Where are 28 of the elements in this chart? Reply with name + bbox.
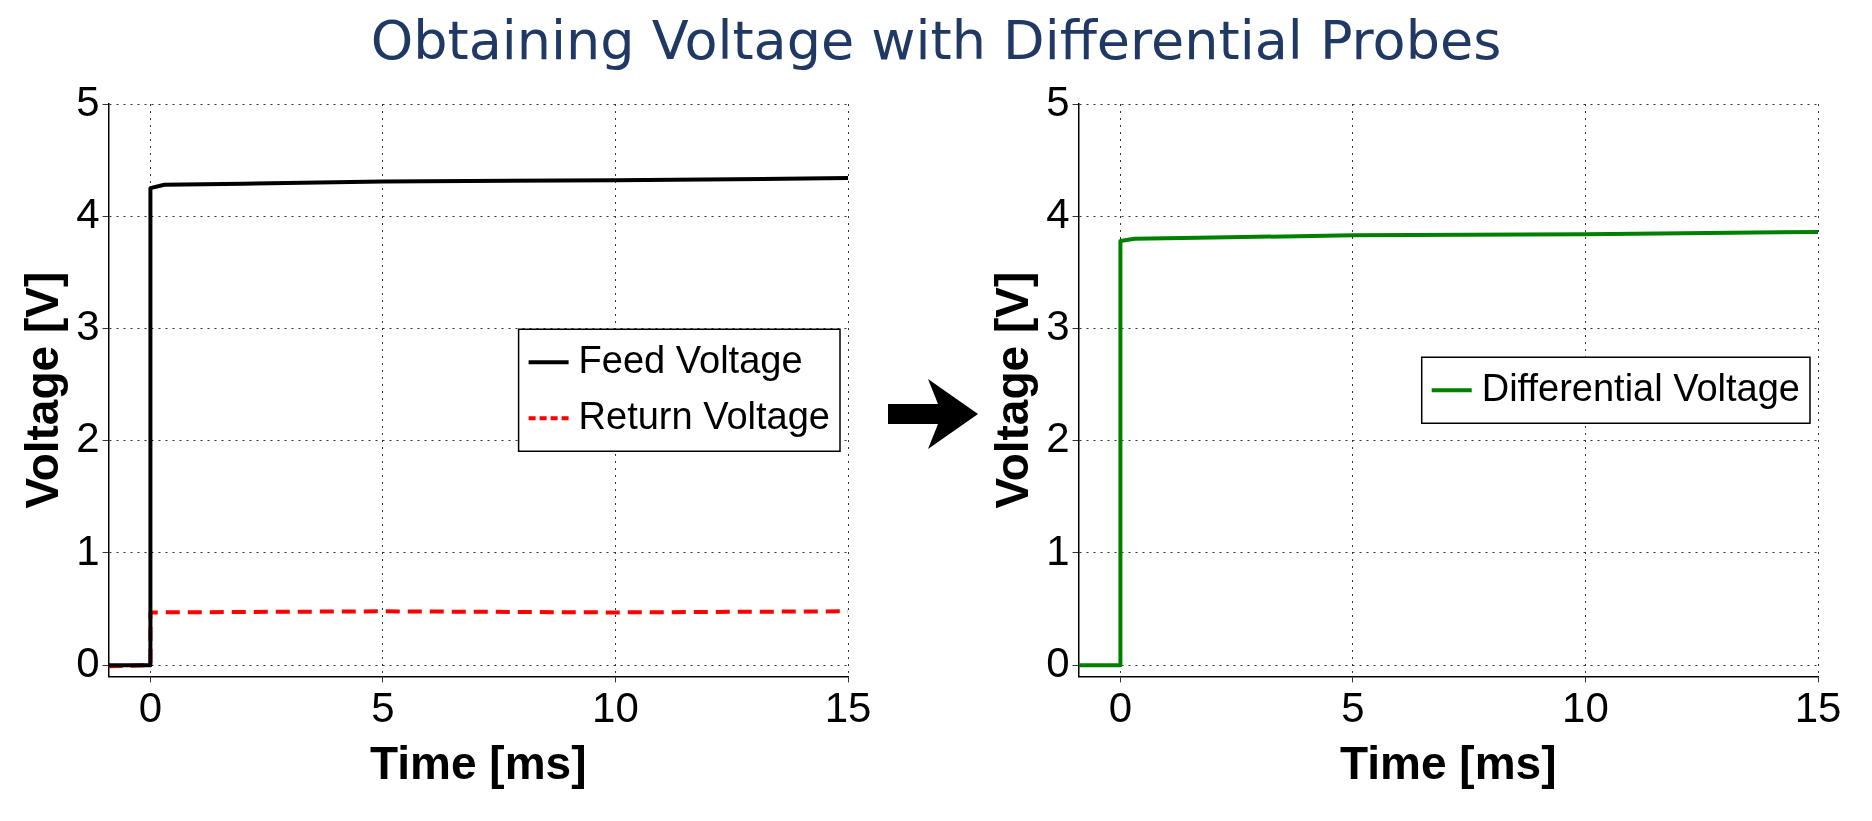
x-tick-label: 5 <box>371 684 395 732</box>
y-tick-label: 2 <box>1046 414 1070 462</box>
x-tick-label: 10 <box>592 684 639 732</box>
y-tick-label: 1 <box>1046 526 1070 574</box>
x-tick-label: 15 <box>1794 684 1842 732</box>
chart-title: Obtaining Voltage with Differential Probes <box>369 8 1503 74</box>
y-tick-label: 5 <box>76 77 100 125</box>
y-tick-label: 2 <box>76 414 100 462</box>
y-axis-title: Voltage [V] <box>16 271 69 509</box>
x-axis-title: Time [ms] <box>1340 737 1557 790</box>
y-tick-label: 3 <box>76 302 100 350</box>
y-tick-label: 0 <box>76 638 100 686</box>
x-tick-label: 5 <box>1341 684 1365 732</box>
x-tick-label: 15 <box>824 684 872 732</box>
x-tick-label: 10 <box>1562 684 1609 732</box>
y-tick-label: 4 <box>1046 189 1070 237</box>
x-tick-label: 0 <box>138 684 163 732</box>
x-axis-title: Time [ms] <box>370 737 587 790</box>
y-tick-label: 0 <box>1046 638 1070 686</box>
legend-label: Feed Voltage <box>578 338 803 381</box>
y-axis-title: Voltage [V] <box>986 271 1039 509</box>
y-tick-label: 4 <box>76 189 100 237</box>
y-tick-label: 1 <box>76 526 100 574</box>
x-tick-label: 0 <box>1108 684 1133 732</box>
y-tick-label: 3 <box>1046 302 1070 350</box>
legend-label: Return Voltage <box>578 394 831 437</box>
y-tick-label: 5 <box>1046 77 1070 125</box>
legend-label: Differential Voltage <box>1481 366 1801 409</box>
